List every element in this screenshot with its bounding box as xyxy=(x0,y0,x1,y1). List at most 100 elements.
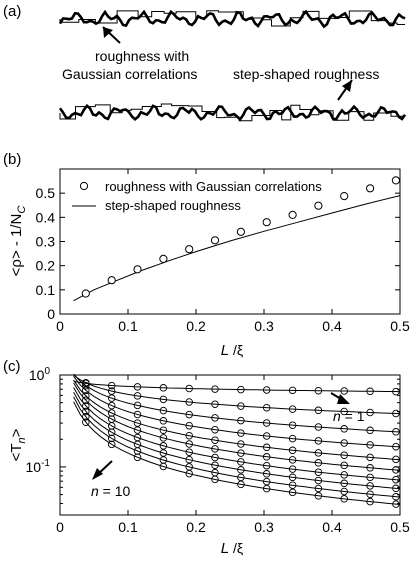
transmission-point xyxy=(82,396,90,405)
transmission-point xyxy=(288,456,297,464)
transmission-curve-n10 xyxy=(73,401,401,505)
n10-label: n = 10 xyxy=(91,483,131,499)
transmission-point xyxy=(237,429,245,437)
transmission-point xyxy=(237,466,245,474)
transmission-point xyxy=(107,409,116,417)
transmission-point xyxy=(211,400,219,408)
x-tick-label: 0 xyxy=(56,318,64,334)
transmission-point xyxy=(366,464,374,472)
transmission-point xyxy=(107,401,116,410)
roughness-profiles xyxy=(58,9,407,122)
transmission-point xyxy=(392,484,400,493)
transmission-point xyxy=(159,442,168,450)
transmission-point xyxy=(392,475,400,484)
plot-c-axes: 0 0.1 0.2 0.3 0.4 0.5 100 10-1 xyxy=(26,366,410,535)
transmission-point xyxy=(237,449,245,457)
plot-c-frame xyxy=(59,374,401,516)
gaussian-point xyxy=(314,201,323,210)
transmission-point xyxy=(211,461,219,469)
n1-label: n = 1 xyxy=(333,408,365,424)
plot-c-xlabel: L /ξ xyxy=(221,540,243,557)
gaussian-point xyxy=(340,192,349,201)
legend-label-gaussian: roughness with Gaussian correlations xyxy=(105,179,322,194)
transmission-point xyxy=(392,387,400,396)
transmission-point xyxy=(366,453,374,462)
transmission-point xyxy=(366,408,374,417)
transmission-point xyxy=(314,386,323,395)
y-tick-label: 10-1 xyxy=(26,458,51,475)
transmission-curve-n1 xyxy=(73,380,401,393)
step-profile xyxy=(59,103,405,122)
transmission-point xyxy=(288,405,297,413)
transmission-point xyxy=(133,410,142,419)
transmission-point xyxy=(133,392,142,400)
transmission-point xyxy=(262,461,271,470)
transmission-point xyxy=(366,490,374,498)
transmission-point xyxy=(133,426,142,434)
transmission-point xyxy=(288,386,297,395)
transmission-point xyxy=(340,487,348,496)
legend-label-step: step-shaped roughness xyxy=(105,198,241,213)
x-tick-label: 0 xyxy=(56,519,64,535)
transmission-point xyxy=(262,386,271,394)
gaussian-point xyxy=(262,218,271,227)
transmission-point xyxy=(262,419,271,427)
transmission-point xyxy=(159,395,168,404)
gaussian-profile xyxy=(58,103,407,122)
gaussian-label-line1: roughness with xyxy=(95,48,189,64)
transmission-point xyxy=(288,446,297,455)
transmission-point xyxy=(314,423,323,431)
transmission-point xyxy=(185,455,193,464)
transmission-point xyxy=(392,500,400,508)
y-tick-label: 0.3 xyxy=(36,234,56,250)
transmission-point xyxy=(211,425,219,434)
transmission-point xyxy=(340,495,348,503)
plot-b-ylabel: <ρ> - 1/NC xyxy=(8,206,28,277)
gaussian-point xyxy=(107,276,116,285)
plot-c-points xyxy=(82,379,400,508)
y-tick-label: 0.4 xyxy=(36,209,56,225)
transmission-point xyxy=(366,426,374,435)
transmission-point xyxy=(340,479,348,488)
transmission-point xyxy=(288,434,297,443)
transmission-point xyxy=(392,428,400,436)
y-tick-label: 0.5 xyxy=(36,185,56,201)
transmission-point xyxy=(288,473,297,482)
transmission-point xyxy=(185,448,193,456)
transmission-point xyxy=(185,469,193,478)
transmission-point xyxy=(133,383,142,391)
transmission-point xyxy=(366,441,374,449)
transmission-point xyxy=(262,443,271,452)
n10-arrowhead xyxy=(92,468,103,480)
transmission-point xyxy=(288,421,297,429)
transmission-point xyxy=(82,381,90,390)
gaussian-point xyxy=(81,289,90,298)
panel-c: (c) 0 0.1 0.2 0.3 0.4 0.5 100 10-1 n = 1 n = 10… xyxy=(3,358,410,557)
x-tick-label: 0.1 xyxy=(118,318,138,334)
transmission-curve-n5 xyxy=(73,379,401,461)
transmission-point xyxy=(314,476,323,485)
transmission-point xyxy=(107,394,116,402)
transmission-point xyxy=(211,414,219,422)
transmission-point xyxy=(314,459,323,467)
transmission-point xyxy=(82,407,90,416)
x-tick-label: 0.1 xyxy=(118,519,138,535)
transmission-point xyxy=(82,402,90,410)
transmission-point xyxy=(237,385,245,394)
transmission-point xyxy=(107,440,116,449)
transmission-point xyxy=(262,432,271,440)
transmission-point xyxy=(392,409,400,418)
transmission-point xyxy=(185,384,193,393)
transmission-point xyxy=(314,406,323,415)
transmission-point xyxy=(82,379,90,387)
transmission-point xyxy=(314,437,323,445)
transmission-point xyxy=(159,406,168,415)
transmission-point xyxy=(185,398,193,406)
n1-arrowhead xyxy=(337,394,350,404)
plot-c-curves xyxy=(73,373,401,505)
transmission-point xyxy=(237,416,245,425)
transmission-point xyxy=(211,475,219,484)
gaussian-point xyxy=(185,245,194,254)
gaussian-label-line2: Gaussian correlations xyxy=(62,66,197,82)
